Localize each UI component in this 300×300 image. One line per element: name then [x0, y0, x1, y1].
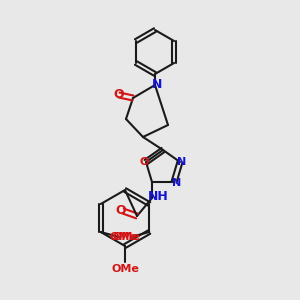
Text: O: O [139, 157, 149, 167]
Text: O: O [116, 205, 126, 218]
Text: N: N [152, 79, 162, 92]
Text: O: O [114, 88, 124, 101]
Text: OMe: OMe [109, 232, 137, 242]
Text: NH: NH [148, 190, 168, 203]
Text: OMe: OMe [111, 264, 139, 274]
Text: N: N [172, 178, 182, 188]
Text: N: N [177, 157, 187, 167]
Text: OMe: OMe [113, 232, 141, 242]
